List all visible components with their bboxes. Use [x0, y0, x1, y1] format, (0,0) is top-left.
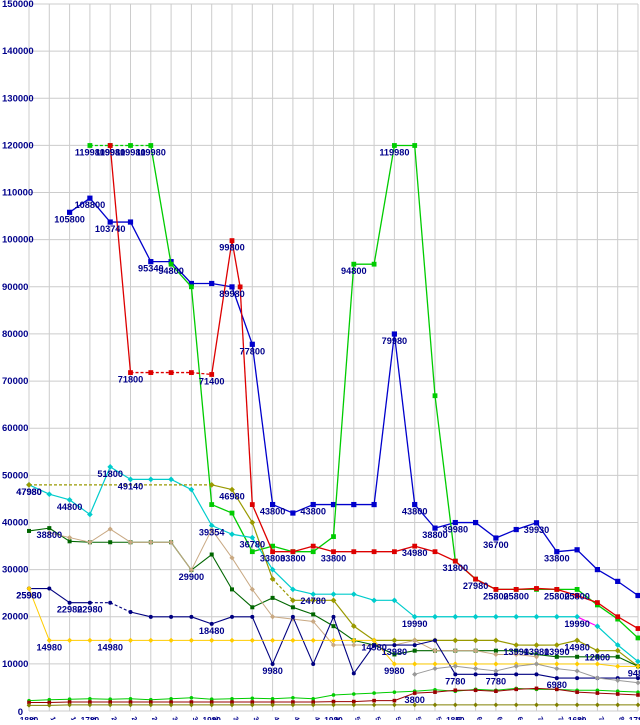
svg-text:19990: 19990 [564, 619, 590, 629]
svg-text:24780: 24780 [300, 596, 326, 606]
svg-text:70000: 70000 [2, 376, 28, 387]
svg-text:9980: 9980 [262, 666, 282, 676]
svg-text:43800: 43800 [402, 507, 428, 517]
svg-text:9980: 9980 [384, 666, 404, 676]
svg-text:14980: 14980 [564, 642, 590, 652]
svg-text:25980: 25980 [16, 591, 42, 601]
svg-text:25800: 25800 [483, 591, 509, 601]
svg-text:12800: 12800 [585, 653, 611, 663]
svg-text:90000: 90000 [2, 282, 28, 293]
svg-text:1980: 1980 [324, 715, 343, 720]
svg-text:34980: 34980 [402, 548, 428, 558]
svg-text:43800: 43800 [300, 507, 326, 517]
svg-text:49140: 49140 [118, 481, 144, 491]
svg-text:33800: 33800 [280, 554, 306, 564]
svg-text:38800: 38800 [37, 530, 63, 540]
svg-text:46980: 46980 [219, 492, 245, 502]
svg-text:103740: 103740 [95, 224, 126, 234]
svg-text:10000: 10000 [2, 659, 28, 670]
svg-text:108800: 108800 [75, 200, 106, 210]
svg-text:6980: 6980 [547, 680, 567, 690]
svg-text:89980: 89980 [219, 289, 245, 299]
svg-text:39930: 39930 [524, 525, 550, 535]
svg-text:105800: 105800 [54, 214, 85, 224]
svg-text:43800: 43800 [260, 507, 286, 517]
svg-text:60000: 60000 [2, 423, 28, 434]
svg-text:39354: 39354 [199, 528, 225, 538]
svg-text:77800: 77800 [240, 346, 266, 356]
svg-text:1680: 1680 [568, 715, 587, 720]
svg-text:1880: 1880 [20, 715, 39, 720]
svg-text:1780: 1780 [629, 715, 640, 720]
svg-text:140000: 140000 [2, 46, 34, 57]
svg-text:27980: 27980 [463, 581, 489, 591]
svg-text:40000: 40000 [2, 517, 28, 528]
svg-text:18480: 18480 [199, 626, 225, 636]
svg-text:99800: 99800 [219, 243, 245, 253]
svg-text:29900: 29900 [179, 572, 205, 582]
svg-text:14980: 14980 [97, 642, 123, 652]
svg-text:25800: 25800 [544, 591, 570, 601]
svg-text:47980: 47980 [16, 487, 42, 497]
svg-text:33800: 33800 [321, 554, 347, 564]
svg-text:100000: 100000 [2, 235, 34, 246]
svg-text:50000: 50000 [2, 470, 28, 481]
svg-text:13980: 13980 [382, 647, 408, 657]
svg-text:33800: 33800 [544, 554, 570, 564]
svg-text:9480: 9480 [628, 668, 640, 678]
svg-text:30000: 30000 [2, 565, 28, 576]
svg-text:39980: 39980 [443, 525, 469, 535]
svg-text:36700: 36700 [483, 540, 509, 550]
svg-text:119980: 119980 [95, 147, 125, 157]
svg-text:3800: 3800 [404, 695, 424, 705]
svg-text:110000: 110000 [2, 188, 33, 199]
svg-text:150000: 150000 [2, 0, 34, 10]
svg-text:94800: 94800 [158, 266, 184, 276]
svg-text:120000: 120000 [2, 140, 34, 151]
svg-text:7780: 7780 [445, 676, 465, 686]
svg-text:1780: 1780 [81, 715, 100, 720]
svg-text:80000: 80000 [2, 329, 28, 340]
svg-text:51800: 51800 [97, 469, 123, 479]
svg-text:119980: 119980 [136, 147, 166, 157]
svg-text:71800: 71800 [118, 375, 144, 385]
svg-text:20000: 20000 [2, 612, 28, 623]
svg-text:1850: 1850 [446, 715, 465, 720]
svg-text:19990: 19990 [402, 619, 428, 629]
svg-text:119980: 119980 [379, 147, 409, 157]
svg-text:44800: 44800 [57, 502, 83, 512]
svg-text:94800: 94800 [341, 266, 367, 276]
svg-text:7780: 7780 [486, 676, 506, 686]
svg-text:31800: 31800 [443, 563, 469, 573]
svg-text:36780: 36780 [240, 540, 266, 550]
svg-text:14980: 14980 [37, 642, 63, 652]
svg-text:130000: 130000 [2, 93, 34, 104]
svg-text:1980: 1980 [202, 715, 221, 720]
svg-text:22980: 22980 [77, 605, 103, 615]
svg-text:79980: 79980 [382, 336, 408, 346]
svg-text:71400: 71400 [199, 376, 225, 386]
